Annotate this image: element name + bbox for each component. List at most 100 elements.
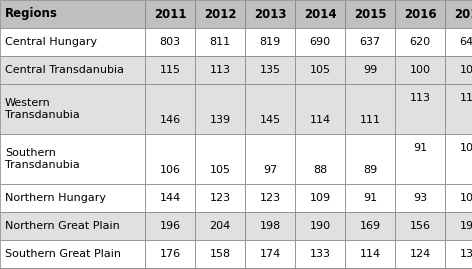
Bar bbox=[445, 212, 472, 240]
Text: 174: 174 bbox=[260, 249, 281, 259]
Bar bbox=[395, 134, 445, 184]
Bar bbox=[295, 212, 345, 240]
Text: 144: 144 bbox=[160, 193, 181, 203]
Text: 648: 648 bbox=[459, 37, 472, 47]
Text: Regions: Regions bbox=[5, 8, 58, 20]
Text: 2015: 2015 bbox=[354, 8, 386, 20]
Bar bbox=[145, 134, 195, 184]
Bar bbox=[195, 56, 245, 84]
Text: 2013: 2013 bbox=[254, 8, 286, 20]
Bar bbox=[345, 28, 395, 56]
Bar bbox=[245, 56, 295, 84]
Bar bbox=[145, 0, 195, 28]
Bar bbox=[345, 240, 395, 268]
Bar bbox=[445, 134, 472, 184]
Text: 169: 169 bbox=[360, 221, 380, 231]
Bar bbox=[0, 184, 145, 212]
Text: 2017: 2017 bbox=[454, 8, 472, 20]
Text: 803: 803 bbox=[160, 37, 181, 47]
Bar bbox=[195, 184, 245, 212]
Bar bbox=[195, 84, 245, 134]
Bar bbox=[395, 212, 445, 240]
Text: 690: 690 bbox=[310, 37, 330, 47]
Text: 158: 158 bbox=[210, 249, 230, 259]
Text: 156: 156 bbox=[410, 221, 430, 231]
Bar bbox=[0, 134, 145, 184]
Text: 620: 620 bbox=[409, 37, 430, 47]
Text: Southern
Transdanubia: Southern Transdanubia bbox=[5, 148, 80, 170]
Bar bbox=[145, 84, 195, 134]
Text: 108: 108 bbox=[459, 193, 472, 203]
Bar bbox=[345, 84, 395, 134]
Text: 124: 124 bbox=[409, 249, 430, 259]
Text: 811: 811 bbox=[210, 37, 230, 47]
Bar bbox=[395, 240, 445, 268]
Bar bbox=[0, 28, 145, 56]
Bar bbox=[295, 0, 345, 28]
Bar bbox=[245, 268, 295, 269]
Bar bbox=[145, 184, 195, 212]
Bar bbox=[195, 0, 245, 28]
Text: 190: 190 bbox=[310, 221, 330, 231]
Text: 114: 114 bbox=[360, 249, 380, 259]
Bar bbox=[445, 0, 472, 28]
Bar bbox=[445, 84, 472, 134]
Bar bbox=[295, 268, 345, 269]
Text: 113: 113 bbox=[210, 65, 230, 75]
Text: 109: 109 bbox=[310, 193, 330, 203]
Text: 99: 99 bbox=[363, 65, 377, 75]
Text: 198: 198 bbox=[260, 221, 281, 231]
Text: Southern Great Plain: Southern Great Plain bbox=[5, 249, 121, 259]
Text: 146: 146 bbox=[160, 115, 181, 125]
Text: 133: 133 bbox=[310, 249, 330, 259]
Bar bbox=[145, 56, 195, 84]
Text: 135: 135 bbox=[260, 65, 280, 75]
Text: Northern Hungary: Northern Hungary bbox=[5, 193, 106, 203]
Bar bbox=[0, 0, 145, 28]
Bar bbox=[0, 268, 145, 269]
Text: 123: 123 bbox=[210, 193, 230, 203]
Text: 204: 204 bbox=[210, 221, 231, 231]
Bar bbox=[295, 240, 345, 268]
Text: 105: 105 bbox=[310, 65, 330, 75]
Text: 138: 138 bbox=[459, 249, 472, 259]
Bar bbox=[245, 84, 295, 134]
Text: 190: 190 bbox=[459, 221, 472, 231]
Bar bbox=[245, 240, 295, 268]
Bar bbox=[445, 240, 472, 268]
Bar bbox=[145, 28, 195, 56]
Bar bbox=[195, 240, 245, 268]
Bar bbox=[345, 212, 395, 240]
Bar bbox=[0, 56, 145, 84]
Bar bbox=[245, 134, 295, 184]
Bar bbox=[295, 184, 345, 212]
Bar bbox=[395, 84, 445, 134]
Bar bbox=[245, 184, 295, 212]
Text: 91: 91 bbox=[363, 193, 377, 203]
Text: 88: 88 bbox=[313, 165, 327, 175]
Bar bbox=[345, 184, 395, 212]
Bar bbox=[0, 212, 145, 240]
Bar bbox=[245, 212, 295, 240]
Bar bbox=[245, 28, 295, 56]
Text: 105: 105 bbox=[210, 165, 230, 175]
Text: 113: 113 bbox=[410, 93, 430, 103]
Text: 97: 97 bbox=[263, 165, 277, 175]
Text: 819: 819 bbox=[260, 37, 281, 47]
Bar bbox=[295, 56, 345, 84]
Bar bbox=[295, 28, 345, 56]
Text: Central Hungary: Central Hungary bbox=[5, 37, 97, 47]
Text: 637: 637 bbox=[360, 37, 380, 47]
Bar bbox=[195, 28, 245, 56]
Text: 2012: 2012 bbox=[204, 8, 236, 20]
Text: 100: 100 bbox=[410, 65, 430, 75]
Bar bbox=[395, 268, 445, 269]
Bar bbox=[195, 212, 245, 240]
Bar bbox=[195, 134, 245, 184]
Text: 196: 196 bbox=[160, 221, 181, 231]
Bar bbox=[295, 134, 345, 184]
Text: 123: 123 bbox=[260, 193, 280, 203]
Text: 106: 106 bbox=[160, 165, 180, 175]
Bar bbox=[395, 0, 445, 28]
Bar bbox=[445, 28, 472, 56]
